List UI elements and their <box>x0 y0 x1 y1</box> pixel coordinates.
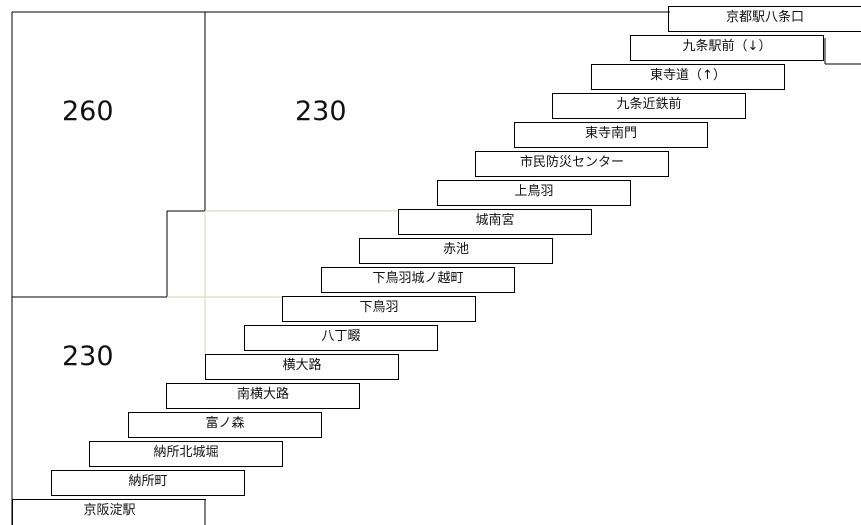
stop-6: 八丁畷 <box>244 325 438 351</box>
stop-12: 市民防災センター <box>475 151 669 177</box>
stop-4: 南横大路 <box>166 383 360 409</box>
fare-label-230-upper: 230 <box>295 96 347 127</box>
stop-5: 横大路 <box>205 354 399 380</box>
stop-0: 京阪淀駅 <box>12 499 206 525</box>
stop-9: 赤池 <box>359 238 553 264</box>
stop-16: 九条駅前（↓） <box>630 35 824 61</box>
stop-11: 上鳥羽 <box>437 180 631 206</box>
stop-7: 下鳥羽 <box>282 296 476 322</box>
stop-15: 東寺道（↑） <box>591 64 785 90</box>
stop-8: 下鳥羽城ノ越町 <box>321 267 515 293</box>
stop-2: 納所北城堀 <box>89 441 283 467</box>
stop-17: 京都駅八条口 <box>668 6 861 32</box>
fare-label-230-lower: 230 <box>62 341 114 372</box>
stop-3: 富ノ森 <box>128 412 322 438</box>
stop-10: 城南宮 <box>398 209 592 235</box>
stop-13: 東寺南門 <box>514 122 708 148</box>
fare-label-260: 260 <box>62 96 114 127</box>
stop-14: 九条近鉄前 <box>552 93 746 119</box>
stop-1: 納所町 <box>51 470 245 496</box>
